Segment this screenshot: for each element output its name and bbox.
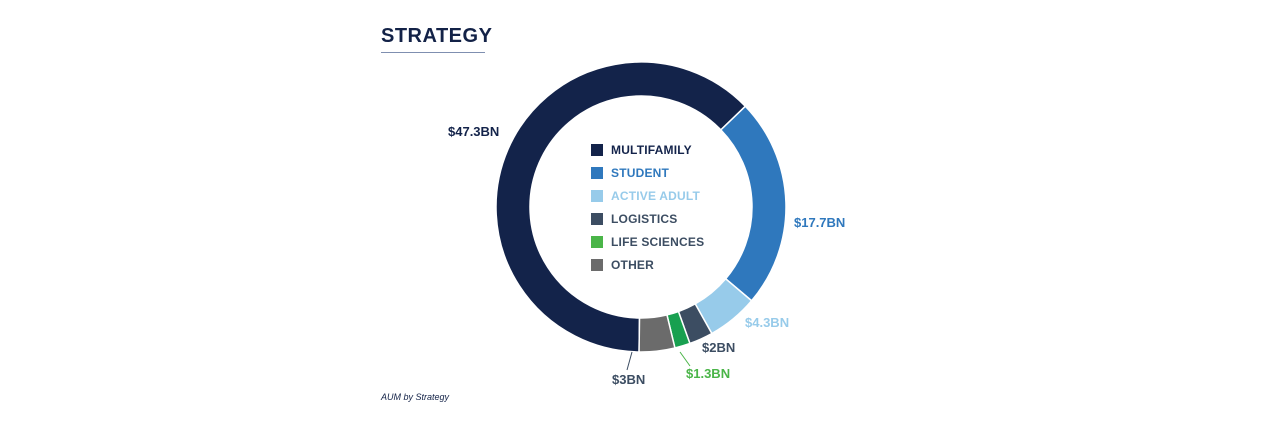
- legend-swatch-other: [591, 258, 603, 271]
- chart-caption: AUM by Strategy: [381, 392, 450, 402]
- legend-item-logistics: LOGISTICS: [591, 207, 704, 230]
- legend-label-student: STUDENT: [611, 165, 670, 180]
- leader-line-other: [626, 351, 633, 371]
- legend: MULTIFAMILY STUDENT ACTIVE ADULT LOGISTI…: [591, 138, 704, 276]
- legend-swatch-active-adult: [591, 189, 603, 202]
- data-label-multifamily: $47.3BN: [448, 124, 499, 139]
- legend-label-multifamily: MULTIFAMILY: [611, 142, 692, 157]
- legend-label-other: OTHER: [611, 257, 654, 272]
- legend-item-student: STUDENT: [591, 161, 704, 184]
- legend-label-logistics: LOGISTICS: [611, 211, 678, 226]
- legend-label-life-sciences: LIFE SCIENCES: [611, 234, 705, 249]
- leader-line-life-sciences: [679, 351, 691, 367]
- donut-slice-student: [719, 105, 787, 302]
- legend-swatch-student: [591, 166, 603, 179]
- legend-swatch-life-sciences: [591, 235, 603, 248]
- donut-slice-other: [638, 314, 676, 353]
- data-label-logistics: $2BN: [702, 340, 735, 355]
- chart-title: STRATEGY: [381, 25, 493, 47]
- legend-label-active-adult: ACTIVE ADULT: [611, 188, 701, 203]
- legend-item-multifamily: MULTIFAMILY: [591, 138, 704, 161]
- data-label-student: $17.7BN: [794, 215, 845, 230]
- donut-slice-multifamily: [495, 61, 747, 353]
- data-label-active-adult: $4.3BN: [745, 315, 789, 330]
- legend-item-other: OTHER: [591, 253, 704, 276]
- legend-swatch-multifamily: [591, 143, 603, 156]
- data-label-life-sciences: $1.3BN: [686, 366, 730, 381]
- title-underline: [381, 52, 485, 53]
- legend-item-active-adult: ACTIVE ADULT: [591, 184, 704, 207]
- legend-item-life-sciences: LIFE SCIENCES: [591, 230, 704, 253]
- data-label-other: $3BN: [612, 372, 645, 387]
- legend-swatch-logistics: [591, 212, 603, 225]
